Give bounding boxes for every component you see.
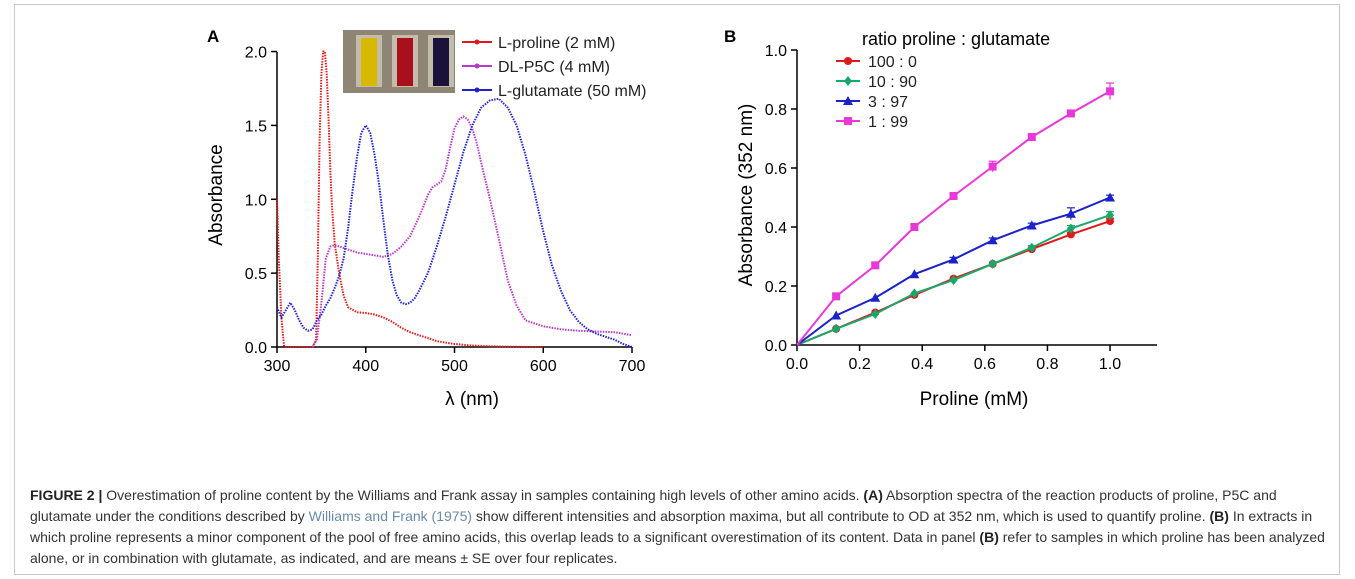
panel-b-chart: B 0.0 0.2 0.4 0.6 0.8 1.0 0.0 0.2 0.4 0.6 0.8 1.0 r…	[724, 27, 1157, 410]
data-point-3-8	[1106, 87, 1115, 96]
data-point-3-2	[871, 261, 880, 270]
panel-b-ylabel: Absorbance (352 nm)	[736, 104, 757, 287]
legend-label-a-2: L-glutamate (50 mM)	[498, 83, 647, 100]
data-point-2-5	[987, 235, 998, 245]
panel-b-x-tick-label: 0.6	[974, 356, 996, 373]
legend-label-a-1: DL-P5C (4 mM)	[498, 59, 610, 76]
legend-label-a-0: L-proline (2 mM)	[498, 35, 615, 52]
data-point-3-7	[1066, 109, 1075, 118]
panel-b-axes: 0.0 0.2 0.4 0.6 0.8 1.0 0.0 0.2 0.4 0.6 0.8 1.0	[765, 43, 1157, 373]
panel-b-y-tick-label: 0.2	[765, 279, 787, 296]
panel-a-legend: L-proline (2 mM) DL-P5C (4 mM) L-glutamate…	[462, 35, 647, 100]
panel-b-series-line-2	[796, 196, 1111, 346]
panel-b-x-tick-label: 0.2	[848, 356, 870, 373]
panel-b-y-tick-label: 0.6	[765, 161, 787, 178]
panel-a-y-tick-label: 1.0	[245, 192, 267, 209]
legend-label-b-3: 1 : 99	[868, 114, 908, 131]
caption-panel-a: (A)	[863, 487, 883, 503]
data-point-3-4	[949, 192, 958, 201]
panel-a-label: A	[207, 27, 219, 46]
figure-frame	[14, 4, 1340, 575]
caption-text-5: refer to samples in which proline has be…	[30, 529, 1325, 566]
panel-a-series	[276, 50, 633, 348]
panel-b-y-tick-label: 0.4	[765, 220, 787, 237]
panel-b-x-tick-label: 0.8	[1036, 356, 1058, 373]
legend-marker-a-0	[474, 39, 480, 45]
panel-a-y-tick-label: 2.0	[245, 45, 267, 62]
panel-b-x-tick-label: 1.0	[1099, 356, 1121, 373]
caption-text-3: show different intensities and absorptio…	[475, 508, 1206, 524]
data-point-1-3	[910, 288, 919, 299]
caption-reference-link[interactable]: Williams and Frank (1975)	[308, 508, 473, 524]
data-point-1-7	[1066, 223, 1075, 234]
data-point-1-6	[1027, 242, 1036, 253]
caption-text-4: In extracts in which proline represents …	[30, 508, 1313, 545]
panel-a-x-tick-label: 500	[441, 358, 468, 375]
data-point-1-8	[1106, 210, 1115, 221]
panel-a-ylabel: Absorbance	[206, 144, 227, 245]
caption-panel-b-2: (B)	[979, 529, 999, 545]
panel-b-x-tick-label: 0.0	[786, 356, 808, 373]
panel-a-xlabel: λ (nm)	[445, 389, 499, 410]
panel-a-x-tick-label: 400	[352, 358, 379, 375]
data-point-2-8	[1105, 192, 1116, 202]
panel-a-x-tick-label: 700	[619, 358, 646, 375]
data-point-1-2	[871, 309, 880, 320]
legend-marker-b-2	[843, 96, 853, 105]
panel-b-y-tick-label: 1.0	[765, 43, 787, 60]
caption-panel-b: (B)	[1209, 508, 1229, 524]
panel-b-series-line-3	[796, 90, 1111, 346]
legend-label-b-1: 10 : 90	[868, 74, 917, 91]
panel-a-y-tick-label: 1.5	[245, 118, 267, 135]
panel-a-series-line-0	[276, 50, 544, 348]
panel-a-x-tick-label: 600	[530, 358, 557, 375]
data-point-2-3	[909, 269, 920, 279]
data-point-2-7	[1065, 208, 1076, 218]
legend-marker-a-1	[474, 63, 480, 69]
legend-label-b-2: 3 : 97	[868, 94, 908, 111]
caption-label: FIGURE 2 |	[30, 487, 103, 503]
data-point-3-6	[1027, 133, 1036, 142]
data-point-0-8	[1106, 217, 1115, 226]
data-point-3-3	[910, 223, 919, 231]
panel-b-series	[796, 82, 1116, 346]
panel-a-series-line-1	[311, 115, 633, 348]
data-point-1-1	[832, 323, 841, 334]
panel-a-chart: A 300 400 500 600 700 0.0 0.5 1.0 1.5 2.0 L-proli…	[206, 27, 647, 410]
vial-liquid	[397, 38, 413, 86]
data-point-2-4	[948, 254, 959, 264]
legend-marker-b-1	[844, 76, 852, 86]
vial-liquid	[361, 38, 377, 86]
panel-a-x-tick-label: 300	[264, 358, 291, 375]
panel-a-axes: 300 400 500 600 700 0.0 0.5 1.0 1.5 2.0	[245, 45, 646, 375]
panel-b-y-tick-label: 0.8	[765, 102, 787, 119]
legend-marker-b-3	[844, 117, 852, 125]
vial-liquid	[433, 38, 449, 86]
panel-b-legend: 100 : 0 10 : 90 3 : 97 1 : 99	[836, 54, 917, 131]
data-point-3-5	[988, 162, 997, 171]
panel-b-label: B	[724, 27, 736, 46]
legend-marker-a-2	[474, 87, 480, 93]
caption-text-1: Overestimation of proline content by the…	[106, 487, 860, 503]
figure-caption: FIGURE 2 | Overestimation of proline con…	[30, 485, 1330, 569]
panel-b-xlabel: Proline (mM)	[920, 389, 1029, 410]
legend-marker-b-0	[844, 57, 852, 65]
vial-photo-inset	[343, 30, 455, 93]
data-point-2-2	[870, 292, 881, 302]
caption-text-2: Absorption spectra of the reaction produ…	[30, 487, 1277, 524]
panel-a-series-line-2	[276, 97, 633, 348]
panel-b-x-tick-label: 0.4	[911, 356, 933, 373]
data-point-1-5	[988, 258, 997, 269]
data-point-0-7	[1066, 230, 1075, 239]
panel-a-y-tick-label: 0.5	[245, 266, 267, 283]
panel-b-legend-title: ratio proline : glutamate	[862, 29, 1050, 49]
data-point-1-4	[949, 275, 958, 286]
panel-a-y-tick-label: 0.0	[245, 340, 267, 357]
data-point-2-1	[831, 310, 842, 320]
data-point-2-6	[1026, 220, 1037, 230]
panel-b-y-tick-label: 0.0	[765, 338, 787, 355]
data-point-3-1	[832, 292, 841, 301]
legend-label-b-0: 100 : 0	[868, 54, 917, 71]
